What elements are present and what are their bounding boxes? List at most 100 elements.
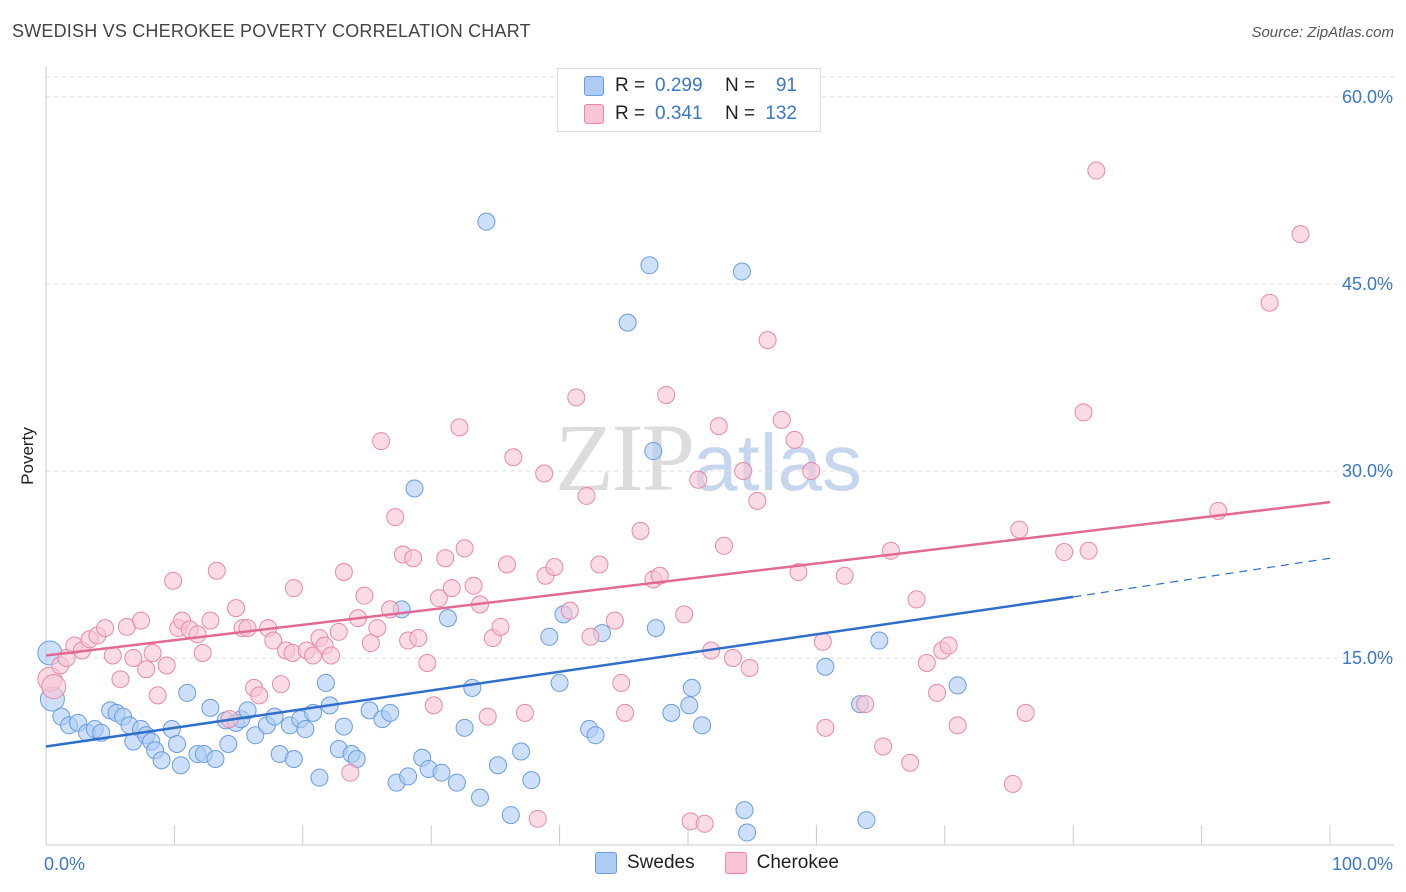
legend-r-value: 0.299: [655, 75, 703, 96]
point-cherokee: [188, 625, 207, 644]
point-cherokee: [675, 605, 694, 624]
point-swedes: [735, 801, 754, 820]
point-swedes: [152, 751, 171, 770]
legend-n-label: N =: [725, 75, 756, 96]
point-cherokee: [341, 763, 360, 782]
point-cherokee: [545, 557, 564, 576]
point-swedes: [296, 720, 315, 739]
point-cherokee: [939, 636, 958, 655]
point-cherokee: [436, 549, 455, 568]
point-swedes: [682, 678, 701, 697]
point-cherokee: [409, 629, 428, 648]
bottom-legend-swatch-swedes: [595, 852, 617, 874]
point-cherokee: [789, 562, 808, 581]
point-swedes: [316, 673, 335, 692]
point-cherokee: [478, 707, 497, 726]
point-swedes: [265, 707, 284, 726]
point-swedes: [405, 479, 424, 498]
point-cherokee: [368, 619, 387, 638]
point-cherokee: [148, 686, 167, 705]
point-cherokee: [504, 448, 523, 467]
point-swedes: [334, 717, 353, 736]
point-swedes: [662, 703, 681, 722]
point-cherokee: [1087, 161, 1106, 180]
point-cherokee: [917, 653, 936, 672]
point-cherokee: [748, 491, 767, 510]
point-swedes: [488, 756, 507, 775]
point-cherokee: [616, 703, 635, 722]
point-swedes: [206, 749, 225, 768]
point-cherokee: [1079, 541, 1098, 560]
point-swedes: [816, 657, 835, 676]
point-cherokee: [207, 561, 226, 580]
trend-line-swedes: [45, 595, 1074, 748]
x-tick-label: 100.0%: [1332, 854, 1393, 874]
point-cherokee: [560, 601, 579, 620]
point-cherokee: [709, 417, 728, 436]
bottom-legend-swatch-cherokee: [724, 852, 747, 874]
bottom-legend-label-swedes: Swedes: [627, 852, 695, 873]
point-swedes: [447, 773, 466, 792]
legend-swatch-swedes: [584, 76, 604, 96]
point-swedes: [310, 768, 329, 787]
point-swedes: [512, 742, 531, 761]
point-cherokee: [1003, 774, 1022, 793]
legend-n-value: 91: [775, 75, 797, 96]
point-cherokee: [734, 462, 753, 480]
point-cherokee: [714, 536, 733, 555]
point-swedes: [438, 609, 457, 628]
series-cherokee-points: [37, 161, 1310, 833]
point-cherokee: [361, 634, 380, 653]
point-cherokee: [424, 696, 443, 715]
point-swedes: [732, 262, 751, 281]
point-cherokee: [164, 571, 183, 590]
point-cherokee: [137, 660, 156, 679]
legend-r-value: 0.341: [655, 103, 703, 124]
point-cherokee: [464, 576, 483, 595]
bottom-legend-swedes[interactable]: Swedes: [595, 852, 695, 874]
trend-lines: [45, 500, 1331, 748]
point-cherokee: [948, 716, 967, 735]
point-swedes: [381, 703, 400, 722]
point-cherokee: [271, 675, 290, 694]
point-cherokee: [143, 644, 162, 663]
point-cherokee: [404, 549, 423, 568]
point-cherokee: [535, 464, 554, 483]
point-cherokee: [41, 674, 67, 700]
point-cherokee: [1010, 520, 1029, 539]
y-axis-label: Poverty: [18, 427, 37, 485]
point-cherokee: [1291, 225, 1310, 244]
bottom-legend-cherokee[interactable]: Cherokee: [724, 852, 839, 874]
point-swedes: [238, 701, 257, 720]
point-cherokee: [497, 555, 516, 574]
trend-extension-swedes: [1073, 557, 1331, 598]
point-cherokee: [816, 718, 835, 737]
point-swedes: [171, 756, 190, 775]
point-swedes: [470, 788, 489, 807]
point-cherokee: [132, 611, 151, 630]
point-swedes: [432, 763, 451, 782]
point-cherokee: [450, 418, 469, 437]
legend-row-cherokee: R = 0.341 N = 132: [584, 102, 797, 126]
axes: [45, 66, 1394, 846]
point-cherokee: [695, 814, 714, 833]
point-cherokee: [201, 611, 220, 630]
legend-r-label: R =: [615, 75, 646, 96]
point-cherokee: [802, 462, 821, 480]
point-cherokee: [157, 656, 176, 675]
point-cherokee: [813, 632, 832, 651]
point-swedes: [360, 701, 379, 720]
point-cherokee: [355, 586, 374, 605]
point-swedes: [463, 678, 482, 697]
point-cherokee: [605, 611, 624, 630]
point-cherokee: [418, 653, 437, 672]
point-cherokee: [193, 644, 212, 663]
point-swedes: [540, 627, 559, 646]
point-cherokee: [329, 622, 348, 641]
point-swedes: [618, 313, 637, 332]
point-swedes: [870, 631, 889, 650]
point-cherokee: [856, 695, 875, 714]
x-tick-label: 0.0%: [44, 854, 85, 874]
bottom-legend-label-cherokee: Cherokee: [756, 852, 839, 873]
point-swedes: [948, 676, 967, 695]
